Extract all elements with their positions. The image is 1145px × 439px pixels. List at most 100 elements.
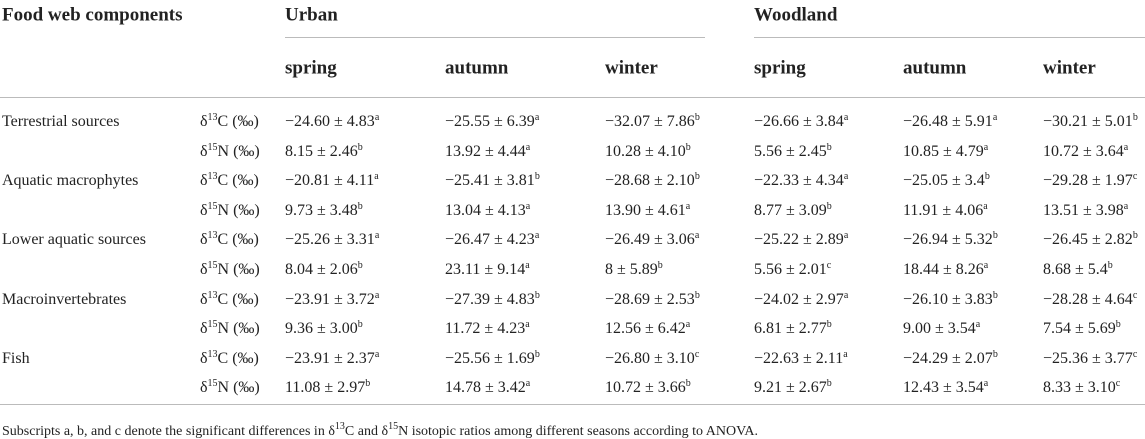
- value-cell: 10.85 ± 4.79a: [903, 141, 989, 160]
- value-cell: −26.10 ± 3.83b: [903, 289, 998, 308]
- text-part: −22.63 ± 2.11: [754, 349, 844, 367]
- superscript: a: [975, 319, 981, 331]
- value-cell: −24.02 ± 2.97a: [754, 289, 849, 308]
- text-part: 12.43 ± 3.54: [903, 379, 984, 397]
- text-part: −30.21 ± 5.01: [1043, 113, 1133, 130]
- value-cell: −25.36 ± 3.77c: [1043, 349, 1137, 367]
- header-cell: Food web components: [2, 4, 183, 26]
- superscript: c: [1115, 378, 1121, 390]
- text-part: 8.68 ± 5.4: [1043, 261, 1108, 278]
- value-cell: −24.60 ± 4.83a: [285, 112, 380, 130]
- superscript: c: [1132, 289, 1138, 301]
- superscript: a: [374, 230, 380, 242]
- superscript: b: [1107, 260, 1113, 271]
- isotope-label: δ15N (‰): [200, 261, 260, 278]
- value-cell: 5.56 ± 2.45b: [754, 141, 832, 160]
- text-part: −26.66 ± 3.84: [754, 113, 844, 130]
- value-cell: −26.47 ± 4.23a: [445, 231, 539, 248]
- value-cell: 18.44 ± 8.26a: [903, 261, 988, 278]
- value-cell: −28.68 ± 2.10b: [605, 172, 700, 189]
- text-part: −24.02 ± 2.97: [754, 290, 844, 308]
- value-cell: 13.04 ± 4.13a: [445, 201, 530, 219]
- superscript: 13: [207, 112, 218, 123]
- group-header: Urban: [285, 4, 338, 26]
- value-cell: 23.11 ± 9.14a: [445, 261, 530, 278]
- text-part: 11.72 ± 4.23: [445, 320, 526, 338]
- superscript: a: [525, 141, 531, 153]
- text-part: −26.48 ± 5.91: [903, 113, 993, 130]
- superscript: a: [374, 112, 380, 123]
- value-cell: −26.80 ± 3.10c: [605, 348, 700, 367]
- value-cell: −28.69 ± 2.53b: [605, 290, 700, 308]
- text-part: −25.22 ± 2.89: [754, 231, 844, 249]
- text-part: 9.21 ± 2.67: [754, 379, 827, 397]
- value-cell: −25.26 ± 3.31a: [285, 230, 380, 248]
- value-cell: −25.22 ± 2.89a: [754, 231, 848, 249]
- text-part: 5.56 ± 2.45: [754, 142, 827, 160]
- text-part: Subscripts a, b, and c denote the signif…: [2, 424, 335, 439]
- superscript: a: [843, 289, 849, 301]
- text-part: 13.51 ± 3.98: [1043, 201, 1124, 219]
- value-cell: −25.05 ± 3.4b: [903, 171, 990, 190]
- season-header: spring: [754, 57, 806, 79]
- superscript: 15: [207, 319, 218, 331]
- superscript: c: [694, 348, 700, 360]
- text-part: −25.05 ± 3.4: [903, 172, 985, 190]
- text-part: 18.44 ± 8.26: [903, 261, 984, 278]
- superscript: a: [983, 141, 989, 153]
- group-rule: [754, 37, 1145, 38]
- group-rule: [285, 37, 705, 38]
- component-label: Lower aquatic sources: [2, 231, 146, 249]
- text-part: −26.80 ± 3.10: [605, 349, 695, 367]
- superscript: 15: [207, 200, 218, 212]
- isotope-label: δ13C (‰): [200, 349, 259, 367]
- season-header: autumn: [445, 57, 509, 79]
- text-part: 8 ± 5.89: [605, 261, 658, 278]
- value-cell: 11.72 ± 4.23a: [445, 320, 530, 338]
- superscript: 13: [207, 230, 218, 242]
- value-cell: 8.68 ± 5.4b: [1043, 260, 1113, 278]
- text-part: δ: [200, 172, 208, 190]
- text-part: C (‰): [217, 231, 259, 249]
- text-part: −25.56 ± 1.69: [445, 349, 535, 367]
- text-part: −20.81 ± 4.11: [285, 172, 375, 190]
- text-part: −23.91 ± 2.37: [285, 349, 375, 367]
- text-part: δ: [200, 142, 208, 160]
- text-part: −22.33 ± 4.34: [754, 172, 844, 190]
- text-part: −25.55 ± 6.39: [445, 113, 535, 130]
- value-cell: −28.28 ± 4.64c: [1043, 289, 1138, 308]
- superscript: a: [525, 378, 531, 390]
- text-part: δ: [200, 201, 208, 219]
- isotope-label: δ13C (‰): [200, 112, 259, 130]
- footnote: Subscripts a, b, and c denote the signif…: [2, 422, 758, 439]
- value-cell: −29.28 ± 1.97c: [1043, 172, 1137, 189]
- text-part: C (‰): [217, 349, 259, 367]
- header-rule: [0, 97, 1145, 98]
- superscript: a: [1123, 141, 1129, 153]
- superscript: b: [657, 260, 663, 271]
- value-cell: −32.07 ± 7.86b: [605, 113, 700, 130]
- text-part: 13.92 ± 4.44: [445, 142, 526, 160]
- value-cell: 13.90 ± 4.61a: [605, 201, 690, 219]
- superscript: b: [992, 348, 998, 360]
- text-part: N (‰): [217, 142, 260, 160]
- superscript: b: [826, 141, 832, 153]
- text-part: δ: [200, 349, 208, 367]
- superscript: b: [685, 141, 691, 153]
- value-cell: −22.33 ± 4.34a: [754, 172, 848, 190]
- text-part: δ: [200, 113, 208, 130]
- text-part: 14.78 ± 3.42: [445, 379, 526, 397]
- text-part: −26.45 ± 2.82: [1043, 231, 1133, 249]
- text-part: −25.36 ± 3.77: [1043, 349, 1133, 367]
- text-part: C (‰): [217, 290, 259, 308]
- component-label: Terrestrial sources: [2, 113, 120, 130]
- superscript: b: [984, 171, 990, 183]
- superscript: b: [992, 289, 998, 301]
- text-part: 9.73 ± 3.48: [285, 201, 358, 219]
- superscript: b: [992, 230, 998, 242]
- value-cell: 9.36 ± 3.00b: [285, 320, 363, 337]
- value-cell: 14.78 ± 3.42a: [445, 378, 531, 397]
- isotope-label: δ13C (‰): [200, 290, 259, 308]
- superscript: a: [1123, 200, 1129, 212]
